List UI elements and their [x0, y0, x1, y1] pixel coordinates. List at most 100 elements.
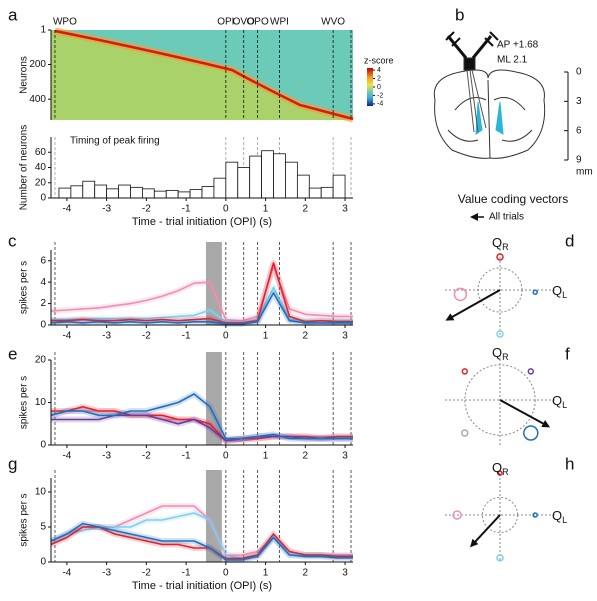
- y-tick-label: 1: [40, 25, 46, 36]
- y-tick-label: 20: [35, 177, 47, 188]
- coefficient-circle: [527, 368, 535, 375]
- x-tick-label: -4: [62, 568, 71, 579]
- x-tick-label: 2: [303, 331, 309, 342]
- reference-circle: [464, 364, 536, 436]
- bar: [332, 174, 346, 199]
- bar: [296, 174, 310, 199]
- bar: [201, 186, 215, 199]
- x-tick-label: -2: [142, 451, 151, 462]
- value-vector: [499, 399, 551, 428]
- series-line: [50, 522, 353, 561]
- reference-circle: [481, 496, 519, 534]
- y-tick-label: 40: [35, 162, 47, 173]
- bar: [308, 187, 322, 199]
- scale-tick-label: 0: [576, 67, 582, 78]
- y-axis-label: spikes per s: [19, 376, 30, 429]
- y-tick-label: 4: [40, 277, 46, 288]
- x-tick-label: 3: [342, 331, 348, 342]
- x-tick-label: -4: [62, 331, 71, 342]
- bar: [70, 185, 84, 199]
- x-tick-label: -2: [142, 568, 151, 579]
- annotation: Timing of peak firing: [70, 136, 160, 147]
- bar: [94, 184, 108, 199]
- y-tick-label: 10: [35, 397, 47, 408]
- label-sub: R: [502, 242, 509, 252]
- panel-label: h: [565, 454, 574, 473]
- heatmap-image: [51, 27, 373, 123]
- panel-label: a: [8, 5, 18, 24]
- y-tick-label: 20: [35, 355, 47, 366]
- coefficient-circle: [532, 512, 538, 518]
- y-tick-label: 0: [40, 440, 46, 451]
- x-tick-label: 1: [263, 331, 269, 342]
- series-band: [49, 510, 353, 562]
- x-tick-label: -3: [102, 204, 111, 215]
- colorbar-tick-label: 2: [377, 75, 381, 82]
- event-label: OVO: [233, 17, 255, 28]
- coefficient-circle: [523, 425, 539, 441]
- x-tick-label: 3: [342, 568, 348, 579]
- event-label: WPO: [53, 17, 77, 28]
- value-vector: [445, 289, 501, 321]
- coordinate-label: AP +1.68: [497, 40, 539, 51]
- axis-label: QR: [492, 460, 509, 477]
- label-main: Q: [552, 508, 562, 523]
- x-tick-label: 3: [342, 451, 348, 462]
- brain-diagram: [433, 31, 569, 160]
- event-label: WPI: [270, 17, 289, 28]
- panel-label: f: [565, 344, 570, 363]
- label-main: Q: [492, 235, 502, 250]
- x-tick-label: 2: [303, 451, 309, 462]
- bar: [118, 184, 131, 199]
- x-tick-label: -2: [142, 204, 151, 215]
- y-axis-label: Neurons: [19, 56, 30, 94]
- coefficient-circle: [497, 470, 503, 476]
- panel-label: c: [8, 231, 17, 250]
- series-line: [50, 265, 353, 322]
- label-sub: L: [562, 290, 567, 300]
- vectors-title: Value coding vectors: [458, 192, 569, 206]
- x-tick-label: -1: [182, 331, 191, 342]
- series-line: [50, 512, 353, 560]
- axis-label: QR: [492, 235, 509, 252]
- y-axis-label: spikes per s: [19, 493, 30, 546]
- x-tick-label: -3: [102, 331, 111, 342]
- panel-label: g: [8, 454, 17, 473]
- label-sub: L: [562, 400, 567, 410]
- axis-label: QL: [552, 283, 567, 300]
- x-tick-label: -3: [102, 451, 111, 462]
- shade: [205, 242, 222, 325]
- value-vector: [470, 514, 501, 548]
- y-axis-label: Number of neurons: [19, 125, 30, 211]
- x-tick-label: 2: [303, 568, 309, 579]
- x-tick-label: -1: [182, 451, 191, 462]
- scale-tick-label: 3: [576, 96, 582, 107]
- x-tick-label: 1: [263, 204, 269, 215]
- panel-label: e: [8, 344, 17, 363]
- event-label: OPO: [247, 17, 269, 28]
- colorbar-tick-label: 4: [377, 67, 381, 74]
- x-tick-label: -2: [142, 331, 151, 342]
- colorbar-tick-label: -4: [377, 101, 383, 108]
- label-sub: L: [562, 515, 567, 525]
- x-tick-label: 0: [223, 204, 229, 215]
- series-line: [51, 406, 353, 442]
- bar: [58, 187, 72, 199]
- x-tick-label: 1: [263, 568, 269, 579]
- colorbar-tick-label: 0: [377, 84, 381, 91]
- x-tick-label: -1: [182, 204, 191, 215]
- x-tick-label: 2: [303, 204, 309, 215]
- label-sub: R: [502, 352, 509, 362]
- coefficient-circle: [461, 429, 469, 437]
- bar: [82, 180, 96, 199]
- x-tick-label: 0: [223, 331, 229, 342]
- coefficient-circle: [532, 289, 538, 295]
- coefficient-circle: [452, 510, 462, 520]
- y-tick-label: 10: [35, 487, 47, 498]
- bar: [141, 188, 155, 199]
- coefficient-circle: [453, 287, 468, 302]
- bar: [249, 155, 263, 199]
- y-tick-label: 6: [40, 255, 46, 266]
- x-tick-label: -3: [102, 568, 111, 579]
